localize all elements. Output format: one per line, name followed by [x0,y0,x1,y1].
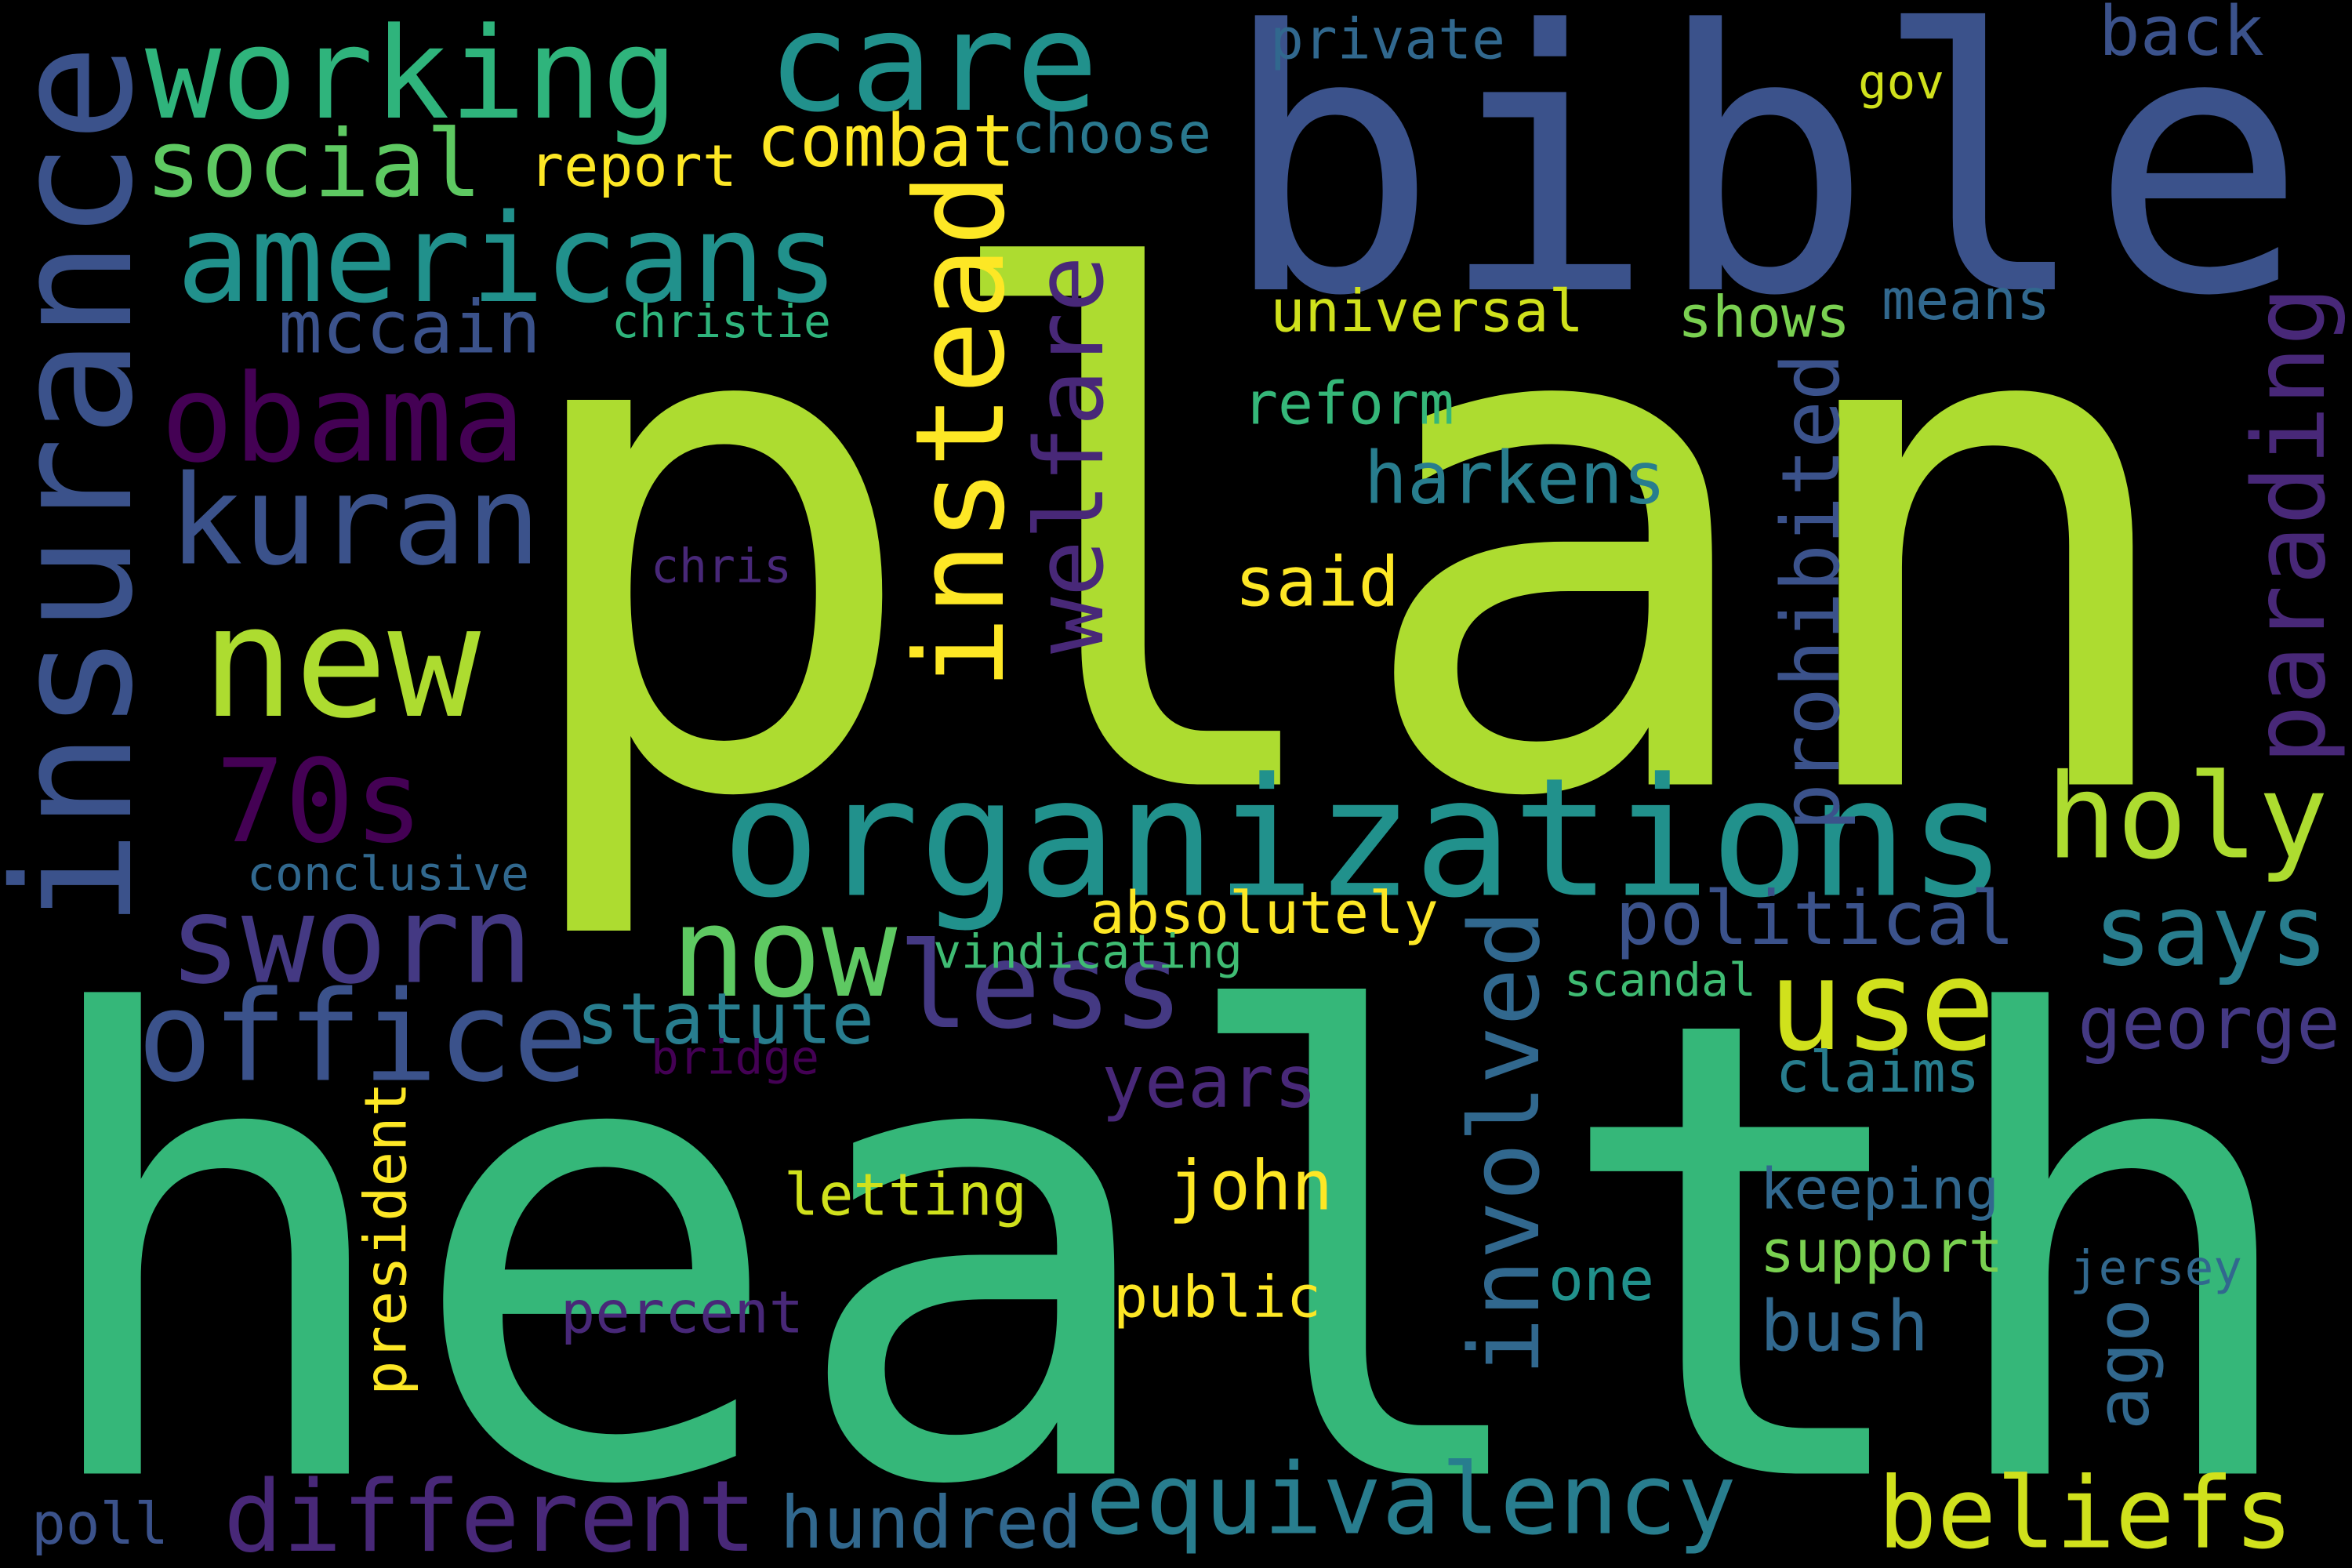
word-health: health [24,886,2313,1568]
word-absolutely: absolutely [1090,880,1439,947]
word-different: different [223,1460,757,1568]
word-said: said [1235,543,1399,622]
word-jersey: jersey [2070,1240,2242,1296]
word-public: public [1113,1265,1321,1331]
word-letting: letting [784,1163,1027,1229]
word-chris: chris [651,539,792,594]
word-parading: parading [2231,286,2347,764]
word-organizations: organizations [721,744,2007,935]
word-70s: 70s [216,735,423,869]
word-statute: statute [576,978,874,1061]
word-keeping: keeping [1760,1157,1999,1223]
word-care: care [768,0,1098,143]
word-one: one [1548,1246,1654,1314]
word-john: john [1168,1146,1333,1226]
word-welfare: welfare [1015,256,1125,654]
word-report: report [529,133,737,200]
word-less: less [898,916,1184,1055]
word-prohibited: prohibited [1765,353,1857,831]
word-president: president [353,1082,420,1396]
word-working: working [145,1,678,148]
word-use: use [1768,932,1995,1079]
word-kuran: kuran [169,450,541,593]
word-office: office [137,964,588,1110]
word-george: george [2078,981,2340,1065]
word-choose: choose [1011,101,1211,166]
word-americans: americans [176,187,839,330]
word-combat: combat [757,100,1015,183]
word-harkens: harkens [1364,437,1666,521]
word-reform: reform [1243,370,1454,438]
word-conclusive: conclusive [247,847,529,902]
word-shows: shows [1678,285,1850,351]
word-universal: universal [1270,278,1584,346]
word-percent: percent [561,1280,804,1347]
word-mccain: mccain [278,285,541,370]
word-means: means [1882,267,2050,332]
word-beliefs: beliefs [1878,1456,2293,1568]
word-plan: plan [502,132,2195,951]
word-support: support [1760,1219,2003,1286]
word-equivalency: equivalency [1086,1443,1737,1557]
word-new: new [201,572,481,753]
word-poll: poll [31,1492,169,1558]
word-obama: obama [161,350,525,490]
word-holy: holy [2046,750,2328,886]
word-christie: christie [612,295,831,348]
word-says: says [2093,874,2328,988]
word-political: political [1615,877,2015,962]
word-private: private [1270,7,1505,72]
word-insurance: insurance [0,44,169,928]
word-bridge: bridge [651,1032,819,1086]
word-years: years [1102,1040,1317,1124]
word-gov: gov [1858,55,1944,111]
word-now: now [671,880,898,1025]
word-bush: bush [1760,1287,1929,1368]
word-back: back [2099,0,2264,71]
word-social: social [145,111,482,219]
word-involved: involved [1449,909,1562,1376]
word-ago: ago [2081,1298,2165,1430]
word-claims: claims [1776,1040,1980,1105]
word-bible: bible [1221,0,2307,375]
word-instead: instead [889,172,1032,690]
word-hundred: hundred [780,1481,1082,1565]
word-sworn: sworn [169,871,533,1011]
word-vindicating: vindicating [933,926,1243,980]
word-scandal: scandal [1564,953,1756,1007]
